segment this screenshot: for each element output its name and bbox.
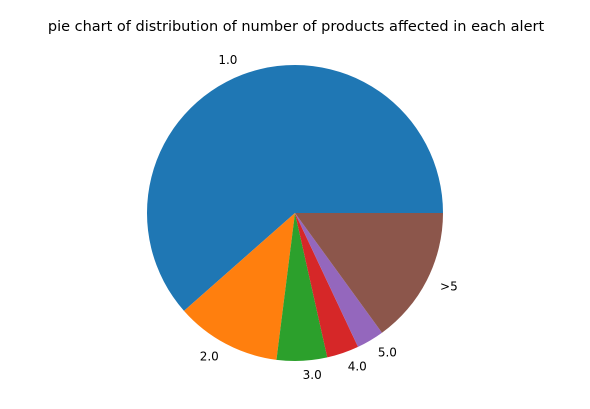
pie-slice-label-5: 5.0 bbox=[378, 346, 397, 360]
pie-slice-label-6: >5 bbox=[440, 279, 458, 293]
pie-slice-1 bbox=[147, 64, 443, 311]
pie-slice-2 bbox=[183, 213, 295, 360]
pie-slice-4 bbox=[295, 213, 359, 358]
pie-slice-labels: 1.0 2.0 3.0 4.0 5.0 >5 bbox=[200, 53, 458, 382]
pie-slices bbox=[147, 64, 443, 361]
pie-slice-label-4: 4.0 bbox=[348, 360, 367, 374]
chart-title: pie chart of distribution of number of p… bbox=[48, 19, 545, 35]
pie-slice-3 bbox=[276, 213, 328, 361]
pie-slice-6 bbox=[295, 213, 443, 333]
pie-slice-5 bbox=[295, 213, 382, 347]
pie-slice-label-1: 1.0 bbox=[218, 53, 237, 67]
pie-slice-label-2: 2.0 bbox=[200, 349, 219, 363]
pie-slice-label-3: 3.0 bbox=[303, 368, 322, 382]
